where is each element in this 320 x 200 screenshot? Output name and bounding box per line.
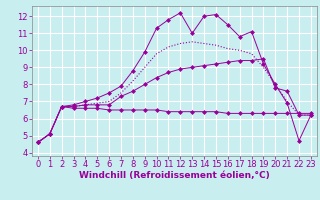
X-axis label: Windchill (Refroidissement éolien,°C): Windchill (Refroidissement éolien,°C) <box>79 171 270 180</box>
